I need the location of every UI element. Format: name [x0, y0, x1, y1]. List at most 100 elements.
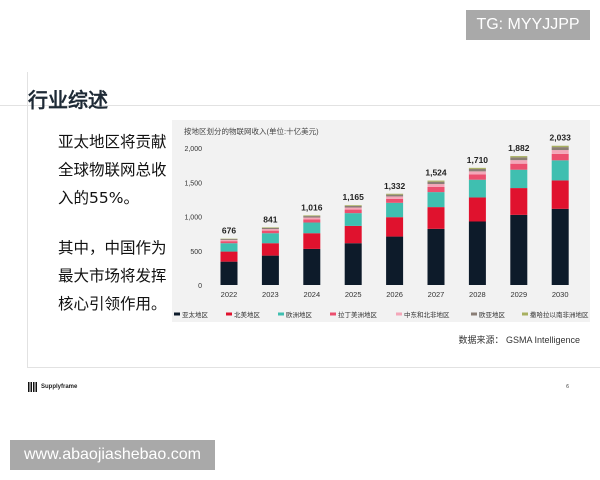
- bar-segment-2029-3: [510, 163, 528, 170]
- bar-segment-2028-4: [468, 171, 486, 175]
- bar-segment-2029-0: [510, 214, 528, 285]
- legend-label: 欧洲地区: [286, 310, 313, 319]
- bar-segment-2025-3: [344, 209, 362, 214]
- logo-grid-icon: [28, 382, 38, 392]
- legend-swatch: [174, 312, 180, 316]
- bar-segment-2028-0: [468, 221, 486, 285]
- y-tick-label: 0: [198, 283, 202, 290]
- watermark-top: TG: MYYJJPP: [466, 10, 590, 40]
- divider-bottom: [27, 367, 600, 368]
- bar-segment-2030-3: [551, 153, 569, 161]
- x-tick-label: 2022: [221, 290, 238, 299]
- divider-top: [0, 105, 600, 106]
- bar-segment-2030-5: [551, 147, 569, 151]
- bar-segment-2024-6: [303, 215, 321, 217]
- bar-segment-2030-0: [551, 208, 569, 285]
- bar-segment-2022-4: [220, 239, 238, 242]
- total-label: 841: [263, 214, 277, 224]
- chart-container: 按地区划分的物联网收入(单位:十亿美元) 0 500 1,000 1,500 2,000…: [172, 120, 590, 322]
- bar-segment-2030-4: [551, 150, 569, 154]
- legend-swatch: [278, 312, 284, 316]
- total-label: 1,524: [425, 168, 447, 178]
- bar-segment-2025-1: [344, 225, 362, 244]
- y-tick-label: 1,000: [184, 215, 202, 222]
- bar-segment-2022-3: [220, 241, 238, 244]
- bar-segment-2022-2: [220, 243, 238, 252]
- bar-segment-2030-6: [551, 145, 569, 148]
- total-label: 1,882: [508, 143, 530, 153]
- bar-segment-2028-6: [468, 167, 486, 169]
- bar-segment-2025-2: [344, 213, 362, 226]
- bar-segment-2027-4: [427, 184, 445, 187]
- bar-segment-2026-1: [386, 217, 404, 237]
- bar-segment-2023-4: [261, 229, 279, 231]
- bar-segment-2028-2: [468, 179, 486, 198]
- y-tick-label: 2,000: [184, 146, 202, 153]
- bar-segment-2026-5: [386, 194, 404, 197]
- bar-segment-2026-0: [386, 236, 404, 285]
- x-tick-label: 2030: [552, 290, 569, 299]
- bar-segment-2029-6: [510, 156, 528, 158]
- bar-segment-2028-3: [468, 174, 486, 180]
- legend-swatch: [471, 312, 477, 316]
- bar-segment-2024-0: [303, 248, 321, 285]
- chart-title: 按地区划分的物联网收入(单位:十亿美元): [184, 126, 319, 136]
- bar-segment-2029-1: [510, 188, 528, 215]
- bar-segment-2023-3: [261, 230, 279, 234]
- bar-segment-2030-2: [551, 160, 569, 181]
- bar-segment-2026-4: [386, 196, 404, 199]
- bar-segment-2030-1: [551, 180, 569, 209]
- legend-swatch: [396, 312, 402, 316]
- bar-segment-2027-5: [427, 181, 445, 185]
- data-source: 数据来源： GSMA Intelligence: [458, 335, 580, 345]
- bar-segment-2027-2: [427, 192, 445, 208]
- bar-segment-2028-5: [468, 168, 486, 172]
- bar-segment-2027-3: [427, 186, 445, 193]
- bar-segment-2023-5: [261, 227, 279, 230]
- bar-segment-2027-1: [427, 207, 445, 229]
- bar-segment-2027-0: [427, 228, 445, 285]
- legend-label: 拉丁美洲地区: [338, 310, 378, 319]
- bar-segment-2023-2: [261, 233, 279, 244]
- bar-segment-2025-4: [344, 207, 362, 210]
- y-tick-label: 1,500: [184, 180, 202, 187]
- legend-label: 欧亚地区: [479, 310, 506, 319]
- x-tick-label: 2029: [510, 290, 527, 299]
- legend-swatch: [226, 312, 232, 316]
- bar-segment-2022-1: [220, 251, 238, 262]
- x-tick-label: 2024: [303, 290, 320, 299]
- bar-segment-2025-5: [344, 205, 362, 208]
- x-tick-label: 2025: [345, 290, 362, 299]
- bar-segment-2022-0: [220, 261, 238, 285]
- y-tick-label: 500: [190, 249, 202, 256]
- x-tick-label: 2026: [386, 290, 403, 299]
- page-number: 6: [566, 384, 570, 390]
- bar-segment-2028-1: [468, 197, 486, 222]
- bar-segment-2023-1: [261, 243, 279, 256]
- bar-segment-2023-6: [261, 227, 279, 228]
- bar-segment-2025-0: [344, 243, 362, 285]
- summary-paragraph-1: 亚太地区将贡献全球物联网总收入的55%。: [58, 133, 167, 207]
- bar-segment-2024-5: [303, 216, 321, 218]
- bar-segment-2026-2: [386, 202, 404, 218]
- logo-text: Supplyframe: [41, 384, 78, 390]
- bar-segment-2024-4: [303, 217, 321, 220]
- legend-swatch: [330, 312, 336, 316]
- divider-left: [27, 72, 28, 367]
- stacked-bar-chart: 按地区划分的物联网收入(单位:十亿美元) 0 500 1,000 1,500 2,000…: [174, 126, 589, 319]
- bar-segment-2024-3: [303, 219, 321, 223]
- bar-segment-2024-1: [303, 233, 321, 249]
- bar-segment-2029-2: [510, 169, 528, 189]
- watermark-bottom: www.abaojiashebao.com: [10, 440, 215, 470]
- legend-label: 撒哈拉以南非洲地区: [530, 310, 589, 319]
- x-tick-label: 2023: [262, 290, 279, 299]
- total-label: 1,165: [343, 192, 365, 202]
- summary-paragraph-2: 其中，中国作为最大市场将发挥核心引领作用。: [58, 239, 167, 313]
- bar-segment-2023-0: [261, 255, 279, 285]
- legend-label: 北美地区: [234, 310, 261, 319]
- total-label: 2,033: [550, 133, 572, 143]
- bar-segment-2029-4: [510, 160, 528, 164]
- x-tick-label: 2027: [428, 290, 445, 299]
- bar-segment-2022-5: [220, 239, 238, 240]
- bar-segment-2029-5: [510, 157, 528, 161]
